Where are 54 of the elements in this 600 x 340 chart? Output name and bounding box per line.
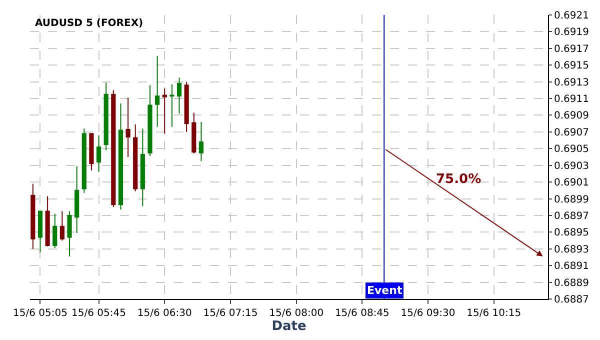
candlestick: [52, 213, 58, 249]
y-tick-label: 0.6921: [554, 10, 589, 22]
candlestick: [133, 124, 138, 192]
candlestick: [82, 128, 86, 194]
candlestick: [96, 134, 102, 173]
y-tick-label: 0.6887: [554, 294, 589, 306]
candlestick: [155, 55, 160, 128]
candlestick: [45, 196, 50, 247]
x-tick-label: 15/6 08:00: [269, 308, 324, 319]
y-tick-label: 0.6915: [554, 60, 589, 72]
candlestick: [192, 112, 196, 154]
x-tick-label: 15/6 05:05: [13, 308, 68, 319]
y-tick-label: 0.6903: [554, 160, 589, 172]
x-tick-label: 15/6 05:45: [72, 308, 126, 319]
candlestick: [67, 210, 72, 257]
candlestick: [30, 183, 36, 250]
ref-line-label: Event: [367, 284, 402, 297]
candlestick: [60, 210, 64, 242]
x-tick-label: 15/6 10:15: [466, 308, 522, 319]
y-tick-label: 0.6911: [554, 94, 589, 106]
candlestick: [126, 97, 130, 158]
candlestick: [170, 84, 174, 128]
candlestick: [140, 128, 145, 207]
x-tick-label: 15/6 07:15: [203, 308, 258, 319]
y-tick-label: 0.6895: [554, 228, 589, 239]
y-tick-label: 0.6917: [554, 44, 589, 55]
y-tick-label: 0.6919: [554, 27, 589, 38]
y-tick-label: 0.6905: [554, 144, 589, 156]
candlestick: [111, 90, 116, 208]
x-tick-label: 15/6 09:30: [400, 308, 456, 319]
candlestick: [198, 121, 204, 162]
chart-title: AUDUSD 5 (FOREX): [35, 18, 144, 29]
y-tick-label: 0.6889: [554, 278, 589, 289]
y-tick-label: 0.6907: [554, 127, 589, 138]
candlestick: [89, 133, 94, 171]
candlestick: [118, 103, 124, 210]
y-tick-label: 0.6899: [554, 194, 589, 206]
candlestick: [74, 166, 80, 234]
candlestick: [104, 82, 108, 151]
candlestick: [162, 88, 167, 134]
annotation: 75.0%: [436, 172, 482, 187]
x-tick-label: 15/6 08:45: [334, 308, 390, 319]
candlestick: [184, 81, 189, 132]
candlestick: [148, 84, 152, 157]
y-tick-label: 0.6909: [554, 110, 589, 122]
y-tick-label: 0.6891: [554, 261, 589, 272]
x-axis-title: Date: [272, 319, 306, 334]
candlestick: [38, 210, 43, 253]
x-tick-label: 15/6 06:30: [137, 308, 192, 319]
y-tick-label: 0.6901: [554, 178, 589, 189]
y-tick-label: 0.6893: [554, 244, 589, 256]
y-tick-label: 0.6897: [554, 210, 589, 222]
candlestick: [176, 77, 182, 114]
y-tick-label: 0.6913: [554, 77, 589, 88]
